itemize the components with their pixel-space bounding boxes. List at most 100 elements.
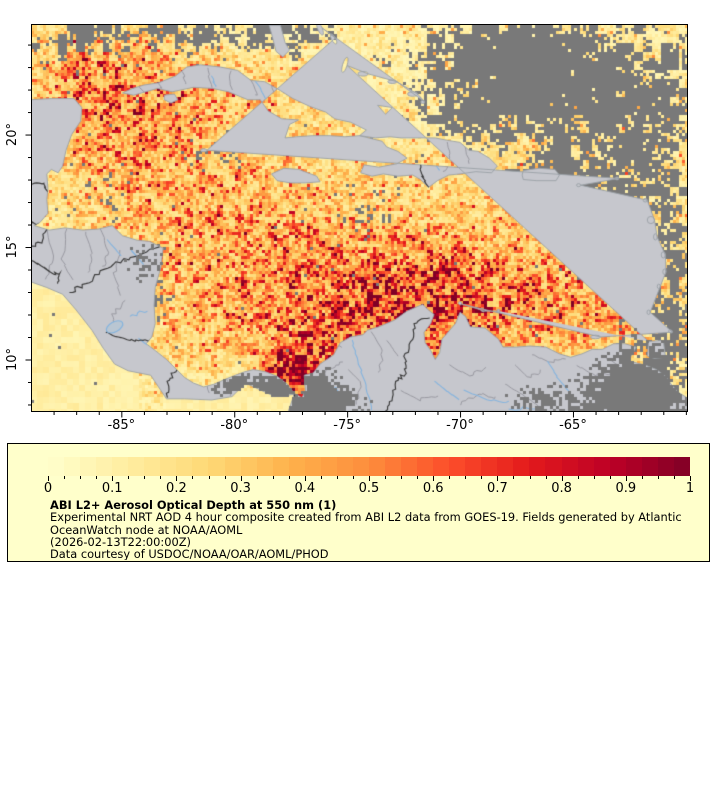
colorbar-tick	[336, 476, 338, 479]
lon-tick-label: -70°	[446, 418, 474, 433]
colorbar-tick	[64, 476, 66, 479]
colorbar-tick-label: 1	[685, 481, 695, 496]
colorbar-step	[384, 457, 402, 476]
colorbar-tick-label: 0.8	[551, 481, 572, 496]
legend-line-2: OceanWatch node at NOAA/AOML	[50, 523, 243, 536]
colorbar-tick	[673, 476, 675, 479]
colorbar-step	[352, 457, 369, 476]
colorbar-step	[160, 457, 177, 476]
colorbar-tick	[240, 476, 242, 481]
lat-tick-label: 15°	[5, 235, 20, 258]
colorbar-step	[224, 457, 241, 476]
colorbar-step	[561, 457, 578, 476]
colorbar-tick	[192, 476, 194, 479]
colorbar-step	[288, 457, 305, 476]
colorbar-tick	[577, 476, 579, 479]
colorbar-tick	[497, 476, 499, 481]
lon-tick-label: -85°	[107, 418, 135, 433]
colorbar-step	[545, 457, 562, 476]
colorbar-step	[192, 457, 209, 476]
colorbar-tick	[433, 476, 435, 481]
colorbar-tick	[401, 476, 403, 479]
colorbar-tick-label: 0.1	[101, 481, 123, 496]
colorbar-tick	[481, 476, 483, 479]
colorbar-step	[48, 457, 65, 476]
colorbar-step	[593, 457, 610, 476]
legend-line-4: Data courtesy of USDOC/NOAA/OAR/AOML/PHO…	[50, 548, 329, 561]
colorbar-tick	[657, 476, 659, 479]
colorbar-tick	[128, 476, 130, 479]
colorbar-tick	[625, 476, 627, 481]
colorbar-step	[240, 457, 257, 476]
colorbar-tick	[208, 476, 210, 479]
colorbar-tick	[385, 476, 387, 479]
colorbar-tick	[144, 476, 146, 479]
colorbar-tick	[593, 476, 595, 479]
colorbar-tick	[256, 476, 258, 479]
colorbar-gradient	[48, 457, 690, 476]
colorbar-step	[513, 457, 530, 476]
colorbar-tick	[609, 476, 611, 479]
colorbar-step	[112, 457, 129, 476]
lat-tick-label: 10°	[5, 348, 20, 371]
colorbar-step	[96, 457, 113, 476]
colorbar-tick	[112, 476, 114, 481]
colorbar-step	[336, 457, 353, 476]
colorbar-tick	[561, 476, 563, 481]
colorbar-tick	[529, 476, 531, 479]
lat-tick-label: 20°	[5, 123, 20, 146]
legend-text-block: ABI L2+ Aerosol Optical Depth at 550 nm …	[50, 499, 701, 560]
colorbar-step	[64, 457, 81, 476]
colorbar-step	[80, 457, 97, 476]
colorbar-step	[417, 457, 434, 476]
colorbar-tick	[272, 476, 274, 479]
colorbar-tick	[96, 476, 98, 479]
colorbar-tick	[160, 476, 162, 479]
colorbar-tick-label: 0.6	[422, 481, 444, 496]
colorbar-tick	[224, 476, 226, 479]
colorbar-step	[449, 457, 466, 476]
colorbar-tick	[417, 476, 419, 479]
colorbar-tick	[465, 476, 467, 479]
colorbar-step	[433, 457, 450, 476]
colorbar-tick-label: 0	[43, 481, 53, 496]
colorbar-tick	[641, 476, 643, 479]
colorbar-step	[673, 457, 690, 476]
colorbar-step	[657, 457, 674, 476]
colorbar-tick	[352, 476, 354, 479]
colorbar-step	[577, 457, 594, 476]
colorbar-step	[128, 457, 145, 476]
colorbar-tick	[690, 476, 691, 481]
colorbar-step	[641, 457, 658, 476]
colorbar-tick	[48, 476, 49, 481]
aod-map-figure: -85° -80° -75° -70° -65° 10° 15° 20°	[5, 24, 688, 433]
colorbar-tick	[288, 476, 290, 479]
legend-line-3: (2026-02-13T22:00:00Z)	[50, 535, 192, 549]
colorbar-tick	[545, 476, 547, 479]
colorbar-step	[625, 457, 642, 476]
colorbar-step	[208, 457, 225, 476]
colorbar-tick	[304, 476, 306, 481]
colorbar-step	[465, 457, 482, 476]
colorbar-step	[144, 457, 161, 476]
legend-title: ABI L2+ Aerosol Optical Depth at 550 nm …	[50, 499, 337, 512]
colorbar-step	[481, 457, 498, 476]
lon-tick-label: -75°	[333, 418, 361, 433]
lon-tick-label: -65°	[559, 418, 587, 433]
colorbar-tick-label: 0.3	[230, 481, 251, 496]
colorbar-tick	[369, 476, 370, 481]
legend-line-1: Experimental NRT AOD 4 hour composite cr…	[50, 511, 682, 524]
colorbar-tick-label: 0.9	[615, 481, 637, 496]
lon-tick-label: -80°	[220, 418, 248, 433]
colorbar-tick	[320, 476, 322, 479]
aod-map-canvas	[31, 25, 687, 411]
colorbar-step	[401, 457, 418, 476]
legend-panel: 0 0.1 0.2 0.3 0.4 0.5 0.6 0.7 0.8 0.9 1 ABI L2+ Ae…	[7, 443, 710, 562]
colorbar-tick	[513, 476, 515, 479]
colorbar-tick-label: 0.4	[294, 481, 316, 496]
colorbar-step	[529, 457, 546, 476]
colorbar-step	[320, 457, 337, 476]
colorbar-tick	[80, 476, 82, 479]
colorbar-tick	[449, 476, 451, 479]
